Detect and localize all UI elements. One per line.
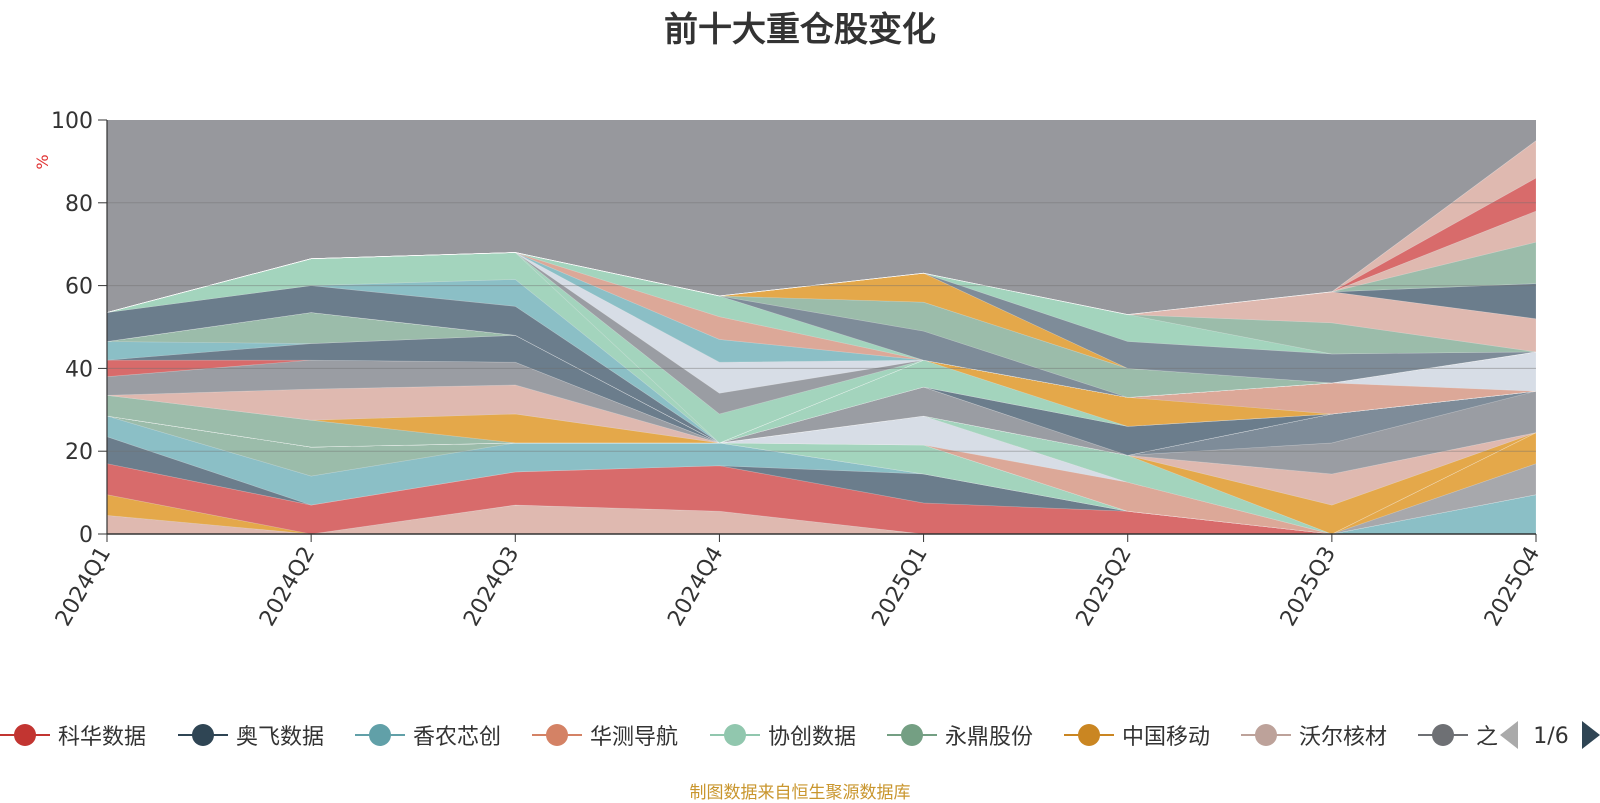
legend-marker-icon <box>355 718 405 752</box>
legend-item-aofei[interactable]: 奥飞数据 <box>178 718 324 752</box>
x-tick-label: 2024Q2 <box>255 543 320 631</box>
legend-item-huace[interactable]: 华测导航 <box>532 718 678 752</box>
x-tick-label: 2025Q2 <box>1072 543 1137 631</box>
y-tick-label: 80 <box>65 192 93 217</box>
legend: 科华数据 奥飞数据 香农芯创 华测导航 协创数据 永鼎股份 中国移动 沃尔核材 … <box>0 718 1600 752</box>
legend-marker-icon <box>1241 718 1291 752</box>
area-s48 <box>106 241 1537 315</box>
legend-label: 沃尔核材 <box>1299 725 1388 750</box>
legend-marker-icon <box>1064 718 1114 752</box>
legend-next-icon[interactable] <box>1582 721 1600 749</box>
y-tick-label: 0 <box>79 523 93 548</box>
legend-marker-icon <box>178 718 228 752</box>
legend-item-xiangnong[interactable]: 香农芯创 <box>355 718 501 752</box>
legend-label: 香农芯创 <box>413 725 502 750</box>
legend-label: 协创数据 <box>768 725 857 750</box>
area-s51 <box>106 140 1537 315</box>
area-s46 <box>106 252 1537 320</box>
legend-label: 永鼎股份 <box>945 725 1034 750</box>
legend-prev-icon[interactable] <box>1500 721 1518 749</box>
legend-marker-icon <box>0 718 50 752</box>
x-tick-label: 2024Q1 <box>51 543 116 631</box>
y-tick-label: 40 <box>65 357 93 382</box>
area-s49 <box>106 210 1537 315</box>
area-s45 <box>106 252 1537 353</box>
area-s52 <box>106 140 1537 315</box>
x-tick-label: 2024Q3 <box>459 543 524 631</box>
gridlines <box>107 202 1536 452</box>
legend-item-zhongguo-yidong[interactable]: 中国移动 <box>1064 718 1210 752</box>
legend-item-truncated[interactable]: 之 <box>1418 718 1498 752</box>
legend-item-yongding[interactable]: 永鼎股份 <box>887 718 1033 752</box>
legend-label: 之 <box>1476 725 1499 750</box>
chart-title: 前十大重仓股变化 <box>664 10 936 50</box>
area-series-group <box>106 140 1537 535</box>
area-s50 <box>106 177 1537 315</box>
legend-label: 奥飞数据 <box>236 725 325 750</box>
legend-marker-icon <box>532 718 582 752</box>
legend-item-kehua[interactable]: 科华数据 <box>0 718 146 752</box>
source-note: 制图数据来自恒生聚源数据库 <box>689 783 911 803</box>
legend-marker-icon <box>887 718 937 752</box>
legend-label: 华测导航 <box>590 725 679 750</box>
x-tick-label: 2025Q3 <box>1276 543 1341 631</box>
legend-pager: 1/6 <box>1500 721 1600 749</box>
x-tick-label: 2025Q4 <box>1480 543 1545 631</box>
legend-page-indicator: 1/6 <box>1533 724 1568 749</box>
y-tick-label: 60 <box>65 275 93 300</box>
legend-label: 科华数据 <box>58 725 147 750</box>
y-axis-label: % <box>33 154 52 169</box>
legend-item-xiechuang[interactable]: 协创数据 <box>710 718 856 752</box>
legend-marker-icon <box>710 718 760 752</box>
y-tick-label: 100 <box>51 109 93 134</box>
y-tick-label: 20 <box>65 440 93 465</box>
legend-item-woer[interactable]: 沃尔核材 <box>1241 718 1387 752</box>
legend-marker-icon <box>1418 718 1468 752</box>
x-tick-label: 2025Q1 <box>867 543 932 631</box>
legend-label: 中国移动 <box>1122 725 1211 750</box>
x-tick-label: 2024Q4 <box>663 543 728 631</box>
